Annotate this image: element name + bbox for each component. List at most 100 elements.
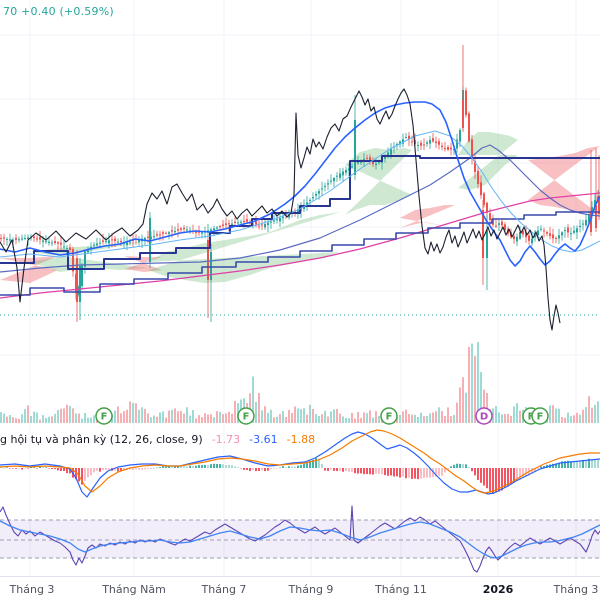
ticker-change-text: 70 +0.40 (+0.59%) (3, 5, 114, 18)
macd-histogram-bar (417, 468, 419, 480)
candle-body (51, 242, 53, 244)
candle-body (390, 149, 392, 155)
candle-body (171, 230, 173, 232)
volume-bar (183, 413, 185, 423)
price-pane[interactable] (0, 0, 600, 340)
candle-body (561, 232, 563, 236)
stoch-pane[interactable] (0, 502, 600, 576)
macd-histogram-bar (69, 468, 71, 474)
macd-histogram-bar (561, 461, 563, 468)
candle-body (297, 209, 299, 214)
candle-body (483, 193, 485, 205)
candle-body (309, 200, 311, 201)
volume-bar (39, 419, 41, 423)
volume-bar (69, 405, 71, 423)
macd-histogram-bar (480, 468, 482, 483)
volume-bar (162, 411, 164, 423)
volume-bar (402, 411, 404, 423)
macd-histogram-bar (246, 468, 248, 470)
candle-body (501, 221, 503, 226)
candle-body (396, 143, 398, 145)
macd-histogram-bar (132, 468, 134, 470)
candle-body (183, 227, 185, 230)
candle-body (441, 145, 443, 147)
ichimoku-cloud (148, 212, 340, 283)
macd-histogram-bar (153, 467, 155, 469)
time-axis[interactable]: Tháng 3 Tháng Năm Tháng 7 Tháng 9 Tháng 11 20… (0, 576, 600, 600)
volume-bar (351, 412, 353, 423)
event-marker-D[interactable]: D (475, 407, 493, 425)
event-marker-F[interactable]: F (531, 407, 549, 425)
macd-histogram-bar (309, 460, 311, 468)
candle-body (351, 166, 353, 168)
macd-histogram-bar (459, 463, 461, 468)
volume-bar (345, 417, 347, 423)
candle-body (108, 240, 110, 244)
volume-bar (81, 418, 83, 423)
macd-histogram-bar (519, 468, 521, 480)
candle-body (105, 241, 107, 243)
event-marker-F[interactable]: F (95, 407, 113, 425)
macd-histogram-bar (531, 468, 533, 474)
candle-body (429, 140, 431, 144)
volume-bar (147, 413, 149, 423)
candle-body (450, 147, 452, 150)
macd-histogram-bar (192, 466, 194, 468)
macd-histogram-bar (30, 467, 32, 468)
macd-histogram-bar (477, 468, 479, 480)
candle-body (477, 170, 479, 184)
volume-bar (309, 404, 311, 423)
candle-body (312, 197, 314, 199)
volume-bar (60, 408, 62, 423)
candle-body (93, 244, 95, 246)
macd-histogram-bar (315, 457, 317, 468)
macd-histogram-bar (396, 468, 398, 477)
event-marker-F[interactable]: F (380, 407, 398, 425)
candle-body (3, 237, 5, 239)
ma-mid-line (0, 101, 600, 267)
candle-body (447, 147, 449, 150)
candle-body (543, 230, 545, 232)
macd-histogram-bar (159, 467, 161, 468)
candle-body (162, 232, 164, 234)
volume-bar (333, 409, 335, 423)
candle-body (534, 234, 536, 238)
candle-body (333, 178, 335, 182)
volume-bar (588, 396, 590, 423)
volume-bar (195, 418, 197, 423)
macd-histogram-bar (387, 468, 389, 476)
macd-histogram-bar (105, 468, 107, 470)
candle-body (36, 238, 38, 240)
candle-body (189, 230, 191, 232)
volume-bar (438, 407, 440, 423)
candle-body (324, 185, 326, 187)
volume-bar (594, 404, 596, 423)
macd-histogram-bar (372, 468, 374, 475)
volume-bar (357, 412, 359, 423)
candle-body (327, 183, 329, 185)
volume-bar (201, 417, 203, 423)
macd-histogram-bar (597, 459, 599, 468)
macd-histogram-bar (303, 463, 305, 468)
volume-bar (399, 414, 401, 423)
macd-histogram-bar (57, 468, 59, 471)
candle-body (372, 161, 374, 165)
macd-histogram-bar (99, 468, 101, 472)
volume-bar (165, 417, 167, 423)
candle-body (267, 222, 269, 226)
volume-pane[interactable] (0, 340, 600, 430)
macd-histogram-bar (588, 458, 590, 468)
volume-bar (174, 408, 176, 423)
volume-bar (510, 415, 512, 423)
volume-bar (249, 393, 251, 423)
volume-bar (441, 410, 443, 423)
volume-bar (504, 413, 506, 423)
macd-histogram-bar (291, 466, 293, 468)
volume-bar (360, 417, 362, 423)
event-marker-F[interactable]: F (237, 407, 255, 425)
candle-body (282, 216, 284, 219)
volume-bar (120, 413, 122, 423)
macd-histogram-bar (189, 465, 191, 468)
candle-body (555, 237, 557, 239)
